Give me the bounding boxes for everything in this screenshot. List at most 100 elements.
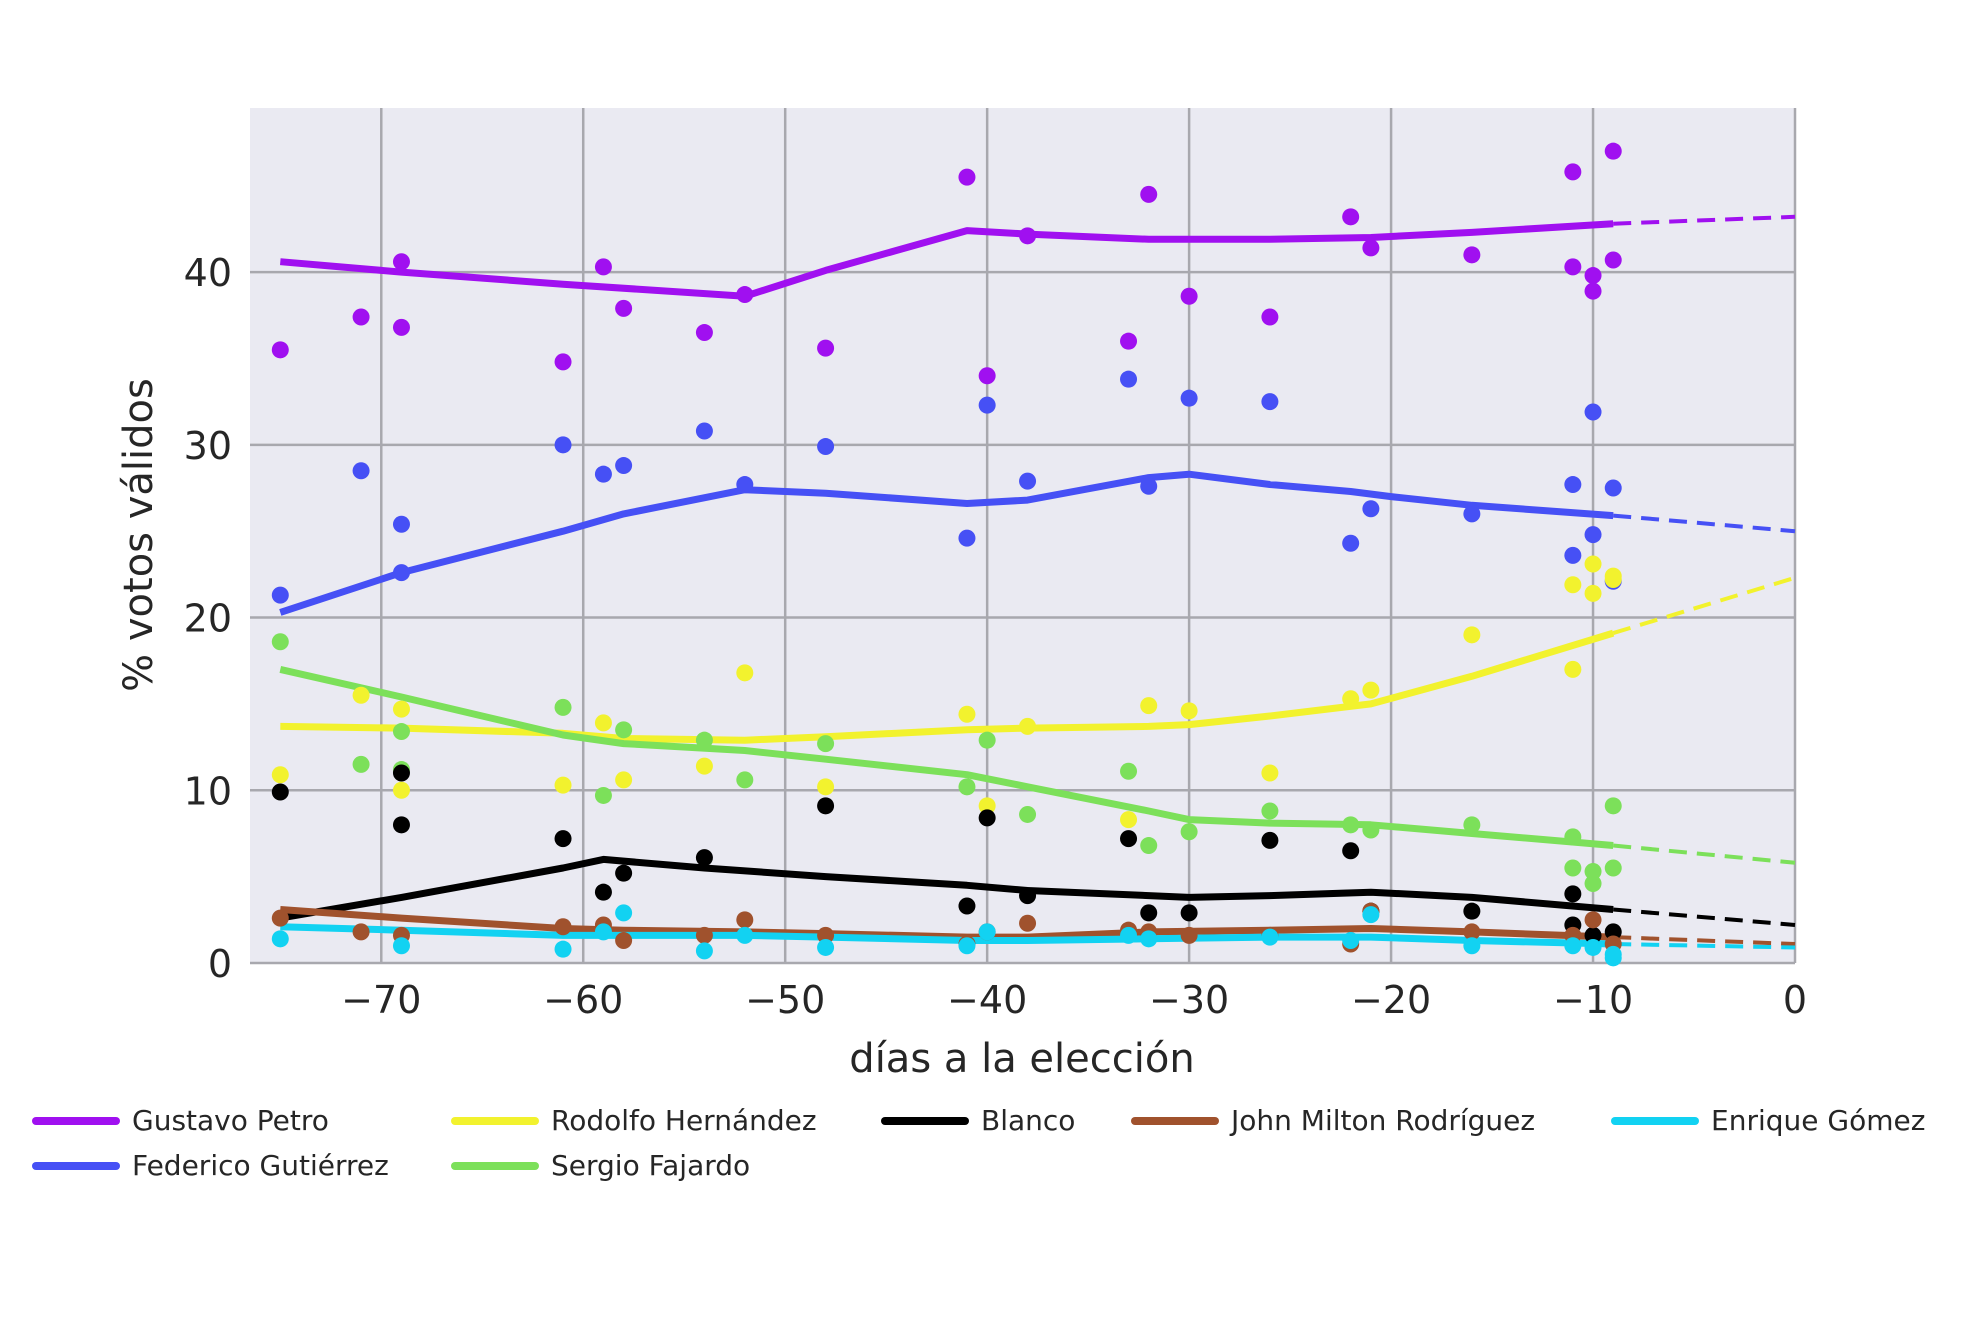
point-enrique-gomez	[1362, 906, 1380, 924]
point-sergio-fajardo	[958, 778, 976, 796]
x-tick-label: −50	[745, 978, 825, 1022]
point-federico-gutierrez	[1463, 505, 1481, 523]
point-gustavo-petro	[1604, 142, 1622, 160]
point-enrique-gomez	[1564, 937, 1582, 955]
x-tick-label: −60	[543, 978, 623, 1022]
point-enrique-gomez	[817, 938, 835, 956]
point-enrique-gomez	[978, 923, 996, 941]
point-rodolfo-hernandez	[554, 776, 572, 794]
point-federico-gutierrez	[1584, 526, 1602, 544]
point-rodolfo-hernandez	[1019, 717, 1037, 735]
point-rodolfo-hernandez	[1342, 690, 1360, 708]
point-gustavo-petro	[352, 308, 370, 326]
point-rodolfo-hernandez	[1362, 681, 1380, 699]
x-axis-label: días a la elección	[849, 1036, 1194, 1082]
point-rodolfo-hernandez	[817, 778, 835, 796]
point-john-milton-rodriguez	[817, 926, 835, 944]
projection-line-blanco	[1613, 907, 1796, 927]
point-federico-gutierrez	[271, 586, 289, 604]
x-tick-label: −20	[1351, 978, 1431, 1022]
point-gustavo-petro	[1120, 332, 1138, 350]
point-blanco	[695, 849, 713, 867]
point-sergio-fajardo	[1463, 816, 1481, 834]
point-rodolfo-hernandez	[594, 714, 612, 732]
point-gustavo-petro	[392, 318, 410, 336]
y-tick-label: 10	[184, 769, 232, 813]
projection-line-sergio-fajardo	[1613, 843, 1796, 865]
point-enrique-gomez	[392, 937, 410, 955]
point-rodolfo-hernandez	[1140, 697, 1158, 715]
point-rodolfo-hernandez	[271, 766, 289, 784]
point-rodolfo-hernandez	[1564, 576, 1582, 594]
point-sergio-fajardo	[1342, 816, 1360, 834]
point-sergio-fajardo	[1120, 762, 1138, 780]
point-federico-gutierrez	[736, 476, 754, 494]
point-gustavo-petro	[978, 367, 996, 385]
point-rodolfo-hernandez	[1261, 764, 1279, 782]
legend-label: Federico Gutiérrez	[132, 1149, 389, 1182]
projection-line-federico-gutierrez	[1613, 513, 1796, 534]
point-federico-gutierrez	[1019, 472, 1037, 490]
legend-label: Sergio Fajardo	[551, 1149, 750, 1182]
trend-line-gustavo-petro	[280, 220, 1614, 300]
point-enrique-gomez	[1604, 949, 1622, 967]
point-federico-gutierrez	[1261, 393, 1279, 411]
point-blanco	[817, 797, 835, 815]
projection-line-rodolfo-hernandez	[1612, 575, 1796, 636]
point-gustavo-petro	[1342, 208, 1360, 226]
point-sergio-fajardo	[1584, 862, 1602, 880]
point-sergio-fajardo	[978, 731, 996, 749]
point-blanco	[1463, 902, 1481, 920]
point-blanco	[1140, 904, 1158, 922]
point-rodolfo-hernandez	[1604, 571, 1622, 589]
x-tick-label: −30	[1149, 978, 1229, 1022]
point-federico-gutierrez	[1180, 389, 1198, 407]
point-rodolfo-hernandez	[736, 664, 754, 682]
point-rodolfo-hernandez	[352, 686, 370, 704]
point-blanco	[1180, 904, 1198, 922]
point-rodolfo-hernandez	[958, 705, 976, 723]
point-gustavo-petro	[1362, 239, 1380, 257]
legend-label: Rodolfo Hernández	[551, 1104, 817, 1137]
point-enrique-gomez	[958, 937, 976, 955]
point-john-milton-rodriguez	[1019, 914, 1037, 932]
point-federico-gutierrez	[1564, 546, 1582, 564]
point-enrique-gomez	[594, 923, 612, 941]
point-gustavo-petro	[1604, 251, 1622, 269]
point-sergio-fajardo	[1180, 823, 1198, 841]
legend-item-enrique-gomez: Enrique Gómez	[1611, 1104, 1925, 1137]
point-enrique-gomez	[1140, 930, 1158, 948]
point-federico-gutierrez	[615, 457, 633, 475]
point-john-milton-rodriguez	[1584, 911, 1602, 929]
point-john-milton-rodriguez	[1180, 926, 1198, 944]
legend-item-federico-gutierrez: Federico Gutiérrez	[32, 1149, 389, 1182]
point-john-milton-rodriguez	[615, 932, 633, 950]
point-sergio-fajardo	[736, 771, 754, 789]
point-federico-gutierrez	[958, 529, 976, 547]
point-sergio-fajardo	[1564, 828, 1582, 846]
point-federico-gutierrez	[1342, 534, 1360, 552]
point-enrique-gomez	[615, 904, 633, 922]
point-john-milton-rodriguez	[736, 911, 754, 929]
data-points	[271, 142, 1622, 967]
point-gustavo-petro	[392, 253, 410, 271]
point-enrique-gomez	[554, 940, 572, 958]
point-rodolfo-hernandez	[1584, 584, 1602, 602]
point-federico-gutierrez	[978, 396, 996, 414]
point-rodolfo-hernandez	[392, 700, 410, 718]
legend-label: Enrique Gómez	[1711, 1104, 1925, 1137]
point-sergio-fajardo	[1261, 802, 1279, 820]
point-gustavo-petro	[594, 258, 612, 276]
point-enrique-gomez	[1584, 938, 1602, 956]
x-tick-label: −40	[947, 978, 1027, 1022]
point-federico-gutierrez	[1140, 477, 1158, 495]
projection-line-enrique-gomez	[1613, 942, 1796, 950]
point-rodolfo-hernandez	[615, 771, 633, 789]
axis-ticks: −70 −60 −50 −40 −30 −20 −10 0 0 10 20 30 40	[184, 251, 1807, 1022]
point-blanco	[1584, 926, 1602, 944]
point-sergio-fajardo	[352, 755, 370, 773]
point-gustavo-petro	[817, 339, 835, 357]
point-rodolfo-hernandez	[695, 757, 713, 775]
point-enrique-gomez	[1120, 926, 1138, 944]
legend: Gustavo Petro Federico Gutiérrez Rodolfo H…	[32, 1104, 1925, 1182]
